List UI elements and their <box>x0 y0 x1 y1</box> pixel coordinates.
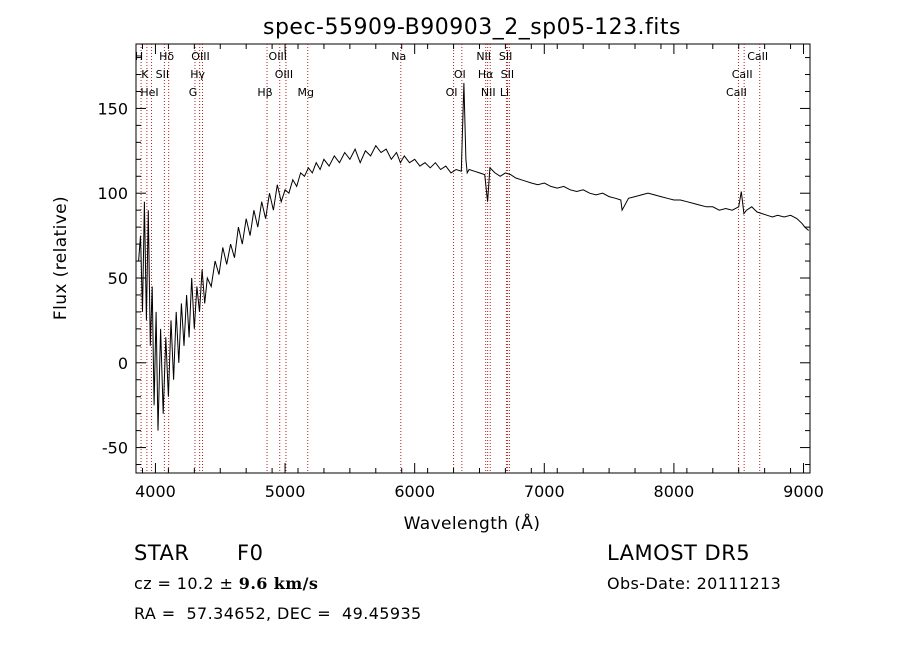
survey-name: LAMOST DR5 <box>607 541 751 565</box>
line-label: CaII <box>726 86 747 99</box>
x-tick-label: 6000 <box>394 482 435 501</box>
cz-value: cz = 10.2 ± <box>134 574 239 593</box>
line-label: G <box>189 86 198 99</box>
line-label: SII <box>156 68 169 81</box>
line-label: Na <box>391 50 406 63</box>
line-label: Hγ <box>190 68 205 81</box>
line-label: OI <box>454 68 466 81</box>
line-label: OIII <box>191 50 209 63</box>
emission-line-markers <box>140 44 761 473</box>
y-tick-label: 0 <box>118 354 128 373</box>
line-label: K <box>141 68 149 81</box>
object-subclass: F0 <box>237 541 264 565</box>
line-label: NII <box>476 50 491 63</box>
y-axis-label: Flux (relative) <box>51 196 71 320</box>
observation-date: Obs-Date: 20111213 <box>607 574 782 593</box>
line-label: Mg <box>297 86 313 99</box>
cz-error: 9.6 km/s <box>238 574 319 593</box>
x-tick-label: 5000 <box>265 482 306 501</box>
line-label: Li <box>500 86 509 99</box>
x-axis-label: Wavelength (Å) <box>404 512 541 534</box>
emission-line-labels: HKHeIHδSIIGOIIIHγHβOIIIOIIIMgNaOIOINIIHα… <box>135 50 768 99</box>
line-label: OIII <box>275 68 293 81</box>
y-tick-label: 150 <box>97 99 128 118</box>
line-label: OIII <box>269 50 287 63</box>
line-label: H <box>135 50 143 63</box>
line-label: Hβ <box>257 86 272 99</box>
redshift-velocity: cz = 10.2 ± 9.6 km/s <box>134 574 318 593</box>
spectrum-series-line <box>138 82 810 431</box>
chart-title: spec-55909-B90903_2_sp05-123.fits <box>263 15 681 40</box>
line-label: Hα <box>478 68 494 81</box>
x-axis-ticks: 4000 5000 6000 7000 8000 9000 <box>135 44 824 501</box>
x-tick-label: 7000 <box>524 482 565 501</box>
x-tick-label: 4000 <box>135 482 176 501</box>
line-label: NII <box>481 86 496 99</box>
y-tick-label: -50 <box>102 439 128 458</box>
line-label: SII <box>501 68 514 81</box>
object-class: STAR <box>134 541 190 565</box>
y-tick-label: 50 <box>108 269 128 288</box>
line-label: CaII <box>732 68 753 81</box>
plot-frame <box>135 43 811 474</box>
y-axis-ticks: -50 0 50 100 150 <box>97 57 810 466</box>
coordinates: RA = 57.34652, DEC = 49.45935 <box>134 604 422 623</box>
line-label: SII <box>499 50 512 63</box>
x-tick-label: 9000 <box>783 482 824 501</box>
line-label: OI <box>446 86 458 99</box>
line-label: CaII <box>747 50 768 63</box>
x-tick-label: 8000 <box>654 482 695 501</box>
line-label: HeI <box>140 86 158 99</box>
y-tick-label: 100 <box>97 184 128 203</box>
line-label: Hδ <box>159 50 174 63</box>
